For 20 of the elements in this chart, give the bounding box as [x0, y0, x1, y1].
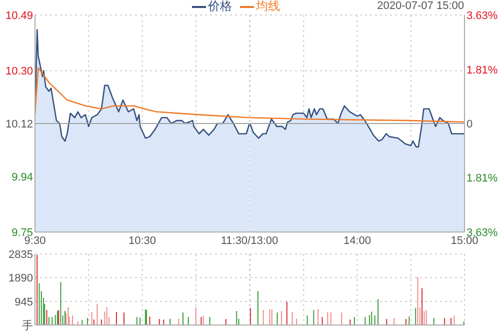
x-tick-label: 10:30 [128, 234, 156, 247]
y-tick-label: 手 [22, 319, 33, 332]
legend-label: 均线 [255, 0, 280, 13]
x-tick-label: 14:00 [342, 234, 371, 247]
y-tick-label: 9.94 [12, 171, 33, 184]
text: 1.81% [466, 172, 498, 185]
text: 1.81% [466, 64, 498, 76]
x-tick-label: 15:00 [450, 234, 478, 247]
text: 0 [466, 118, 472, 130]
y-tick-label: 2835 [8, 249, 33, 261]
y-tick-label: 945 [14, 296, 33, 308]
x-tick-label: 11:30/13:00 [220, 234, 278, 247]
x-tick-label: 9:30 [24, 234, 46, 247]
legend-label: 价格 [207, 0, 232, 13]
chart-subtitle: 2020-07-07 15:00 [377, 0, 464, 12]
text: 3.63% [466, 10, 498, 22]
y-tick-label: 10.30 [5, 66, 33, 78]
y-tick-label: 10.12 [5, 118, 33, 130]
y-tick-label: 10.49 [5, 10, 33, 22]
y-tick-label: 1890 [8, 272, 33, 285]
